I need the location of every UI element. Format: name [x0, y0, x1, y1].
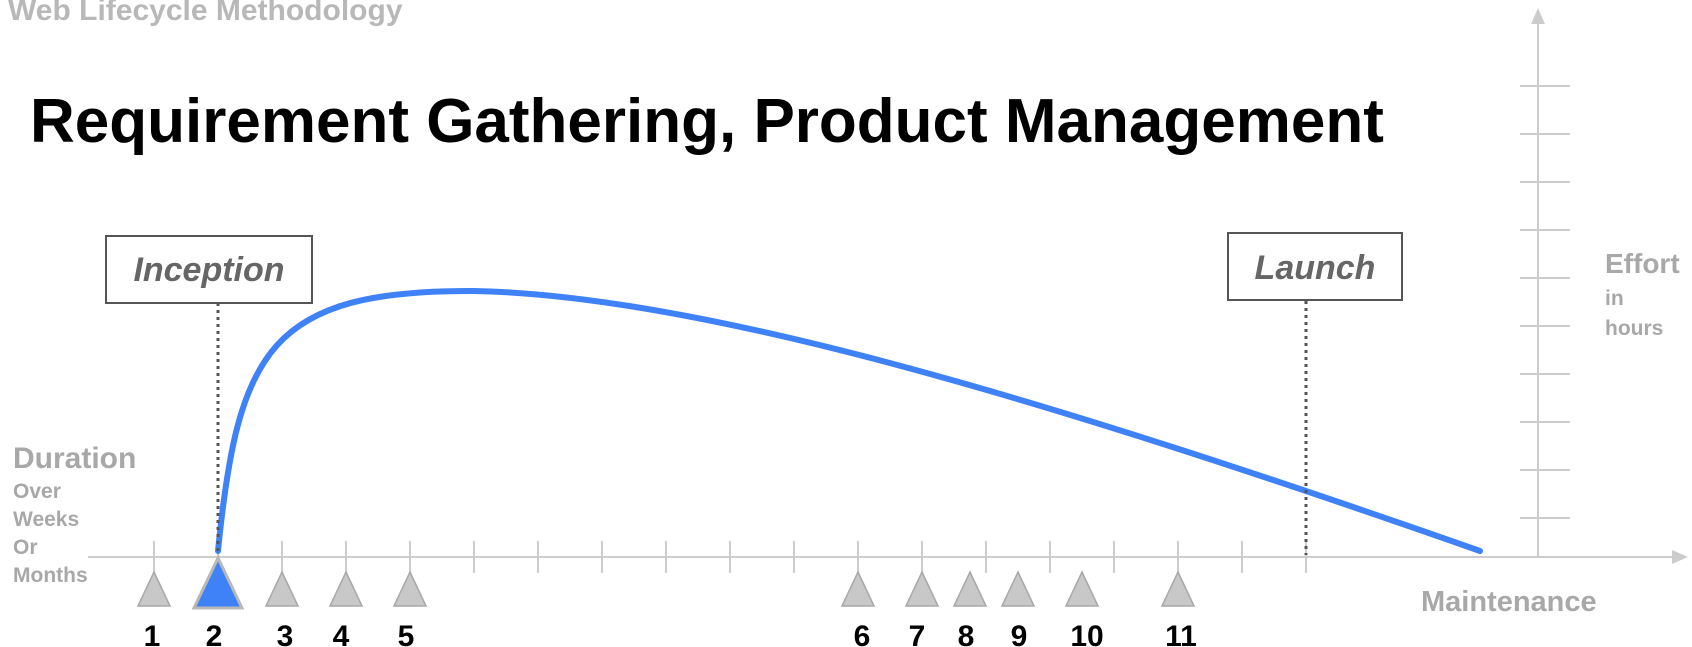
step-marker [1160, 570, 1196, 607]
section-subtitle: Web Lifecycle Methodology [8, 0, 403, 27]
step-label: 2 [206, 620, 223, 647]
step-label: 9 [1011, 620, 1028, 647]
step-label: 5 [398, 620, 415, 647]
y-axis-sublabel: in hours [1605, 284, 1663, 344]
step-marker [136, 570, 172, 607]
step-marker [1000, 570, 1036, 607]
step-label: 8 [958, 620, 975, 647]
step-marker [840, 570, 876, 607]
y-axis-ticks [1520, 85, 1570, 519]
y-axis-sublabel-line: in [1605, 287, 1624, 310]
step-label: 6 [854, 620, 871, 647]
launch-milestone: Launch [1227, 232, 1403, 301]
step-marker-active [191, 554, 245, 610]
x-axis-sublabel-line: Weeks [13, 508, 80, 531]
inception-milestone: Inception [105, 235, 313, 304]
step-label: 1 [144, 620, 161, 647]
step-marker [392, 570, 428, 607]
y-axis-arrow [1531, 8, 1545, 24]
step-label: 3 [277, 620, 294, 647]
step-markers: 1 2 3 4 5 6 7 8 9 10 11 [136, 554, 1197, 647]
step-marker [904, 570, 940, 607]
y-axis-label: Effort [1605, 248, 1680, 279]
step-label: 4 [333, 620, 350, 647]
step-marker [1064, 570, 1100, 607]
effort-curve [215, 287, 1483, 554]
launch-box [1227, 232, 1403, 301]
y-axis-sublabel-line: hours [1605, 317, 1664, 340]
step-label: 11 [1165, 620, 1197, 647]
x-axis-sublabel: Over Weeks Or Months [13, 478, 88, 590]
x-axis-sublabel-line: Months [13, 564, 88, 587]
x-axis-arrow [1672, 550, 1688, 564]
step-marker [952, 570, 988, 607]
step-marker [328, 570, 364, 607]
step-marker [264, 570, 300, 607]
step-label: 7 [909, 620, 926, 647]
inception-label: Inception [133, 251, 284, 289]
inception-box [105, 235, 313, 304]
x-axis-sublabel-line: Over [13, 480, 61, 503]
launch-label: Launch [1255, 249, 1376, 287]
page-title: Requirement Gathering, Product Managemen… [30, 87, 1384, 156]
step-label: 10 [1070, 620, 1103, 647]
x-axis-ticks [153, 541, 1307, 573]
x-axis-label: Duration [13, 442, 137, 475]
maintenance-label: Maintenance [1421, 586, 1597, 618]
x-axis-sublabel-line: Or [13, 536, 38, 559]
